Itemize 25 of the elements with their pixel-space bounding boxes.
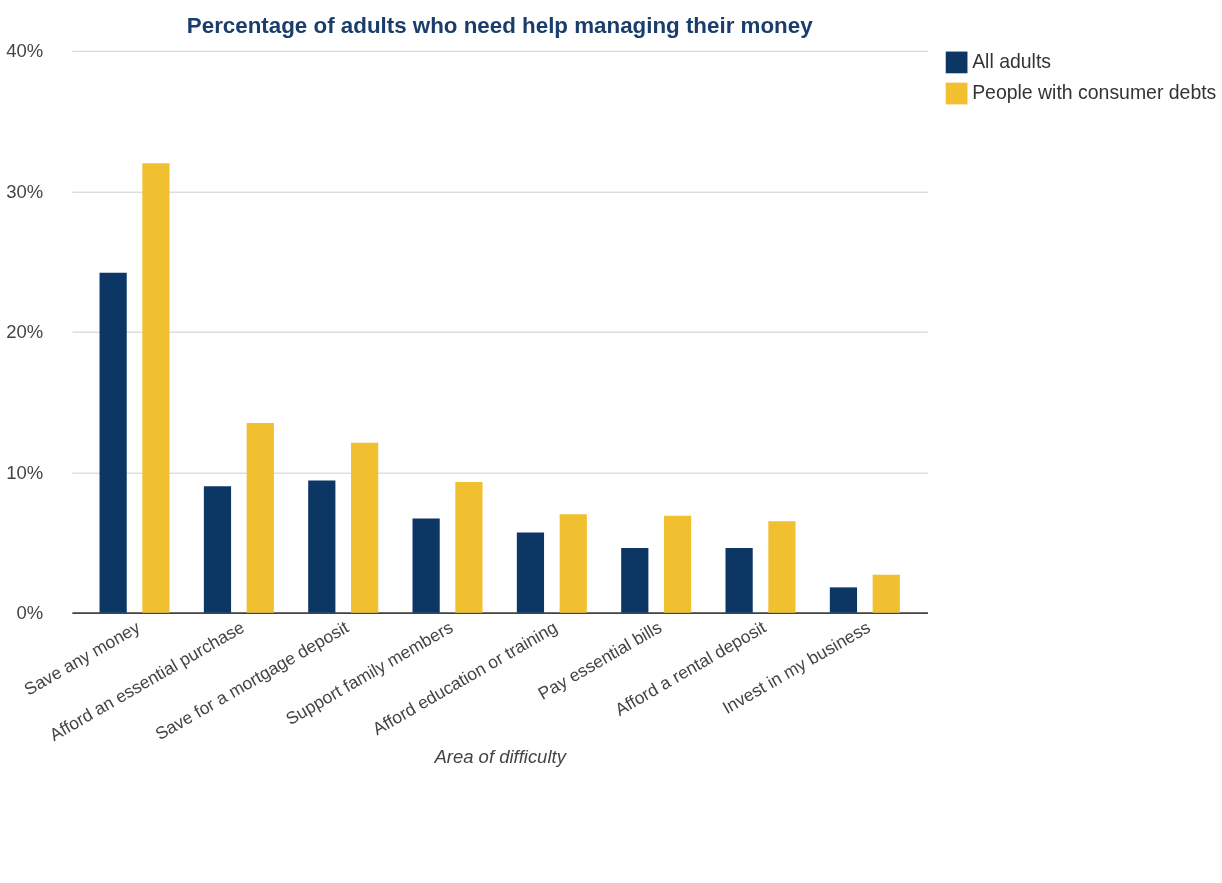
bar [203,486,232,613]
bar [308,480,336,613]
bar [99,272,127,613]
bar [412,518,440,613]
x-axis-title: Area of difficulty [433,746,568,768]
bar [246,423,274,613]
bar [516,532,545,613]
bar [872,574,900,613]
legend-label: All adults [972,50,1052,73]
bar [455,482,483,613]
y-tick-label: 30% [6,180,44,202]
bar [768,521,796,613]
y-tick-label: 40% [6,40,44,62]
bar [725,548,753,613]
y-tick-label: 0% [16,601,44,623]
bar [142,163,170,613]
bar [350,442,379,613]
bar [829,587,858,613]
bar [621,548,649,613]
legend-label: People with consumer debts [972,81,1217,104]
bar [663,515,692,613]
y-tick-label: 20% [6,321,44,343]
chart-title: Percentage of adults who need help managing their money [186,13,814,39]
bar [559,514,587,613]
y-tick-label: 10% [6,461,44,483]
